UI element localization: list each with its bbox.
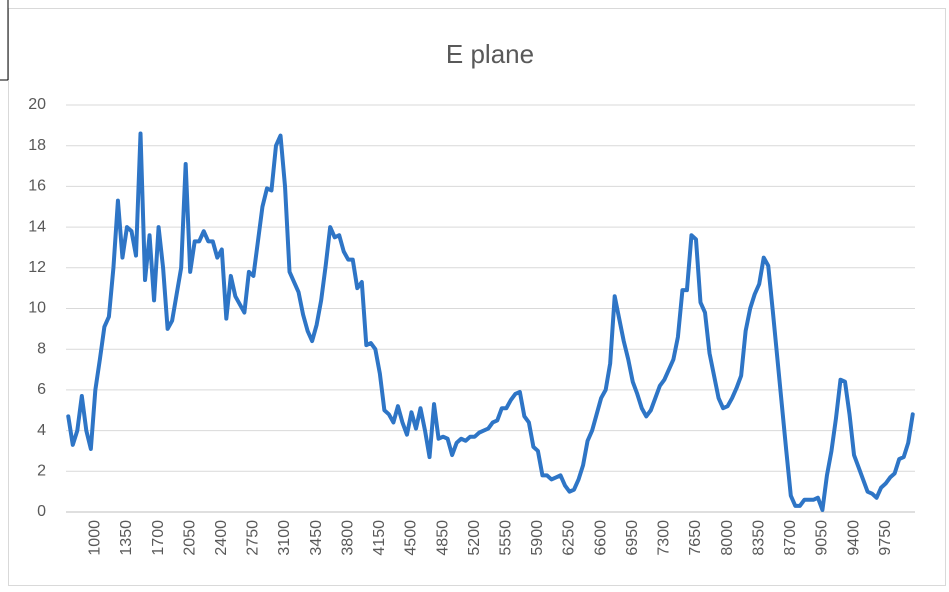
- x-tick-label: 4850: [434, 520, 451, 556]
- x-tick-label: 4150: [371, 520, 388, 556]
- x-tick-label: 3450: [308, 520, 325, 556]
- x-tick-label: 6950: [624, 520, 641, 556]
- x-tick-label: 6600: [592, 520, 609, 556]
- x-tick-label: 5550: [498, 520, 515, 556]
- y-tick-label: 6: [37, 381, 46, 398]
- x-tick-label: 1000: [87, 520, 104, 556]
- x-tick-label: 2400: [213, 520, 230, 556]
- y-tick-label: 2: [37, 463, 46, 480]
- y-tick-label: 20: [28, 96, 46, 113]
- x-tick-label: 4500: [403, 520, 420, 556]
- data-line: [66, 131, 915, 512]
- x-tick-label: 8000: [719, 520, 736, 556]
- x-tick-label: 7300: [656, 520, 673, 556]
- x-tick-label: 5200: [466, 520, 483, 556]
- x-tick-label: 9400: [845, 520, 862, 556]
- x-tick-label: 8350: [750, 520, 767, 556]
- x-tick-label: 2050: [181, 520, 198, 556]
- y-tick-label: 0: [37, 503, 46, 520]
- y-tick-label: 8: [37, 340, 46, 357]
- x-tick-label: 6250: [561, 520, 578, 556]
- x-tick-label: 9050: [814, 520, 831, 556]
- y-tick-label: 16: [28, 178, 46, 195]
- y-tick-label: 12: [28, 259, 46, 276]
- x-tick-label: 3800: [339, 520, 356, 556]
- chart-title: E plane: [446, 39, 534, 69]
- y-tick-label: 4: [37, 422, 46, 439]
- x-tick-label: 7650: [687, 520, 704, 556]
- y-tick-label: 18: [28, 137, 46, 154]
- x-tick-label: 9750: [877, 520, 894, 556]
- x-tick-label: 1350: [118, 520, 135, 556]
- y-tick-label: 14: [28, 218, 46, 235]
- x-tick-label: 3100: [276, 520, 293, 556]
- x-tick-label: 1700: [150, 520, 167, 556]
- x-tick-label: 5900: [529, 520, 546, 556]
- x-tick-label: 2750: [245, 520, 262, 556]
- x-tick-label: 8700: [782, 520, 799, 556]
- y-tick-label: 10: [28, 300, 46, 317]
